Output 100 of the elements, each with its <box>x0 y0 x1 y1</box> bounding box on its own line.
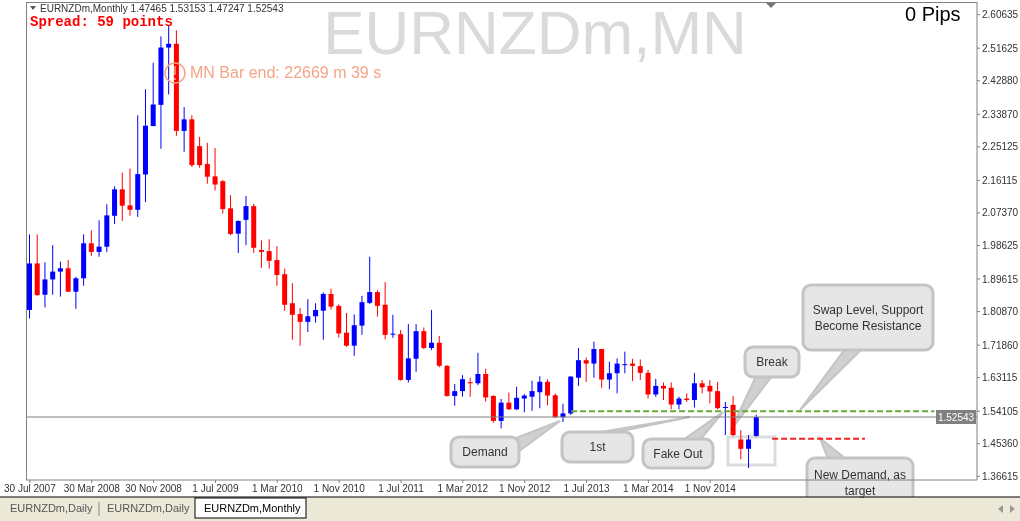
candlestick <box>483 368 489 403</box>
x-tick-label: 30 Nov 2008 <box>125 483 183 495</box>
candlestick <box>344 312 349 348</box>
candlestick <box>359 295 365 336</box>
candlestick <box>421 326 427 350</box>
candlestick <box>313 302 319 324</box>
y-tick-label: 1.89615 <box>982 273 1019 285</box>
candlestick <box>235 219 241 254</box>
candlestick <box>545 378 551 406</box>
candlestick <box>722 401 728 436</box>
y-tick-label: 1.71860 <box>982 339 1019 351</box>
x-tick-label: 1 Mar 2012 <box>437 483 489 495</box>
x-tick-label: 1 Nov 2012 <box>499 483 551 495</box>
chart-subtitle: EURNZDm,Monthly 1.47465 1.53153 1.47247 1.52543 <box>40 3 284 14</box>
y-tick-label: 1.80870 <box>982 306 1019 318</box>
candlestick <box>429 309 435 351</box>
y-tick-label: 2.16115 <box>982 174 1018 186</box>
candlestick <box>715 381 721 410</box>
candlestick <box>351 313 357 357</box>
candlestick <box>746 434 752 469</box>
candlestick <box>57 261 63 298</box>
annotation: MN Bar end: 22669 m 39 s <box>190 64 382 82</box>
x-tick-label: 1 Mar 2014 <box>623 483 675 495</box>
candlestick <box>405 323 411 384</box>
candlestick <box>645 369 651 400</box>
candlestick <box>374 289 380 318</box>
candlestick <box>289 282 295 341</box>
candlestick <box>668 382 674 410</box>
candlestick <box>212 147 218 191</box>
ref-line-label: 1.52543 <box>937 412 975 423</box>
x-tick-label: 30 Jul 2007 <box>4 483 57 495</box>
candlestick <box>88 229 94 257</box>
candlestick <box>537 375 543 409</box>
y-tick-label: 2.33870 <box>982 108 1019 120</box>
x-tick-label: 30 Mar 2008 <box>63 483 121 495</box>
candlestick <box>96 219 102 258</box>
candlestick <box>197 136 203 169</box>
text: EURNZDm,Daily <box>10 502 93 514</box>
candlestick <box>591 341 597 379</box>
candlestick <box>676 396 682 410</box>
y-tick-label: 2.51625 <box>982 42 1019 54</box>
candlestick <box>630 358 636 382</box>
candlestick <box>297 307 303 347</box>
annotation: Demand <box>462 444 508 460</box>
candlestick <box>529 380 535 412</box>
x-tick-label: 1 Jul 2013 <box>563 483 611 495</box>
candlestick <box>181 106 187 153</box>
annotation: 0 Pips <box>905 3 961 26</box>
candlestick <box>436 335 442 368</box>
annotation: Fake Out <box>653 445 703 462</box>
candlestick <box>614 357 620 394</box>
y-tick-label: 1.45360 <box>982 438 1019 450</box>
candlestick <box>150 62 156 127</box>
y-tick-label: 2.60635 <box>982 9 1019 21</box>
candlestick <box>521 393 527 413</box>
y-tick-label: 2.42880 <box>982 75 1019 87</box>
candlestick <box>274 245 280 287</box>
candlestick <box>42 261 48 308</box>
y-tick-label: 1.54105 <box>982 405 1019 417</box>
candlestick <box>204 142 210 185</box>
x-tick-label: 1 Jul 2011 <box>378 483 425 495</box>
candlestick <box>367 256 373 305</box>
candlestick <box>243 195 249 246</box>
candlestick <box>691 372 697 408</box>
candlestick <box>452 383 458 407</box>
annotation: New Demand, as target <box>813 467 907 499</box>
annotation: 1st <box>589 439 606 455</box>
y-tick-label: 2.07370 <box>982 207 1019 219</box>
candlestick <box>552 392 558 419</box>
candlestick <box>328 288 334 311</box>
y-tick-label: 2.25125 <box>982 141 1019 153</box>
candlestick <box>127 168 133 217</box>
candlestick <box>266 238 272 270</box>
candlestick <box>320 291 326 341</box>
candlestick <box>475 352 481 386</box>
chart-title: EURNZDm,MN <box>322 0 748 67</box>
candlestick <box>65 259 71 293</box>
y-tick-label: 1.63115 <box>982 372 1018 384</box>
candlestick <box>305 298 311 333</box>
x-tick-label: 1 Nov 2014 <box>684 483 737 495</box>
candlestick <box>390 314 396 339</box>
candlestick <box>514 386 520 411</box>
candlestick <box>583 357 589 383</box>
annotation: Swap Level, Support Become Resistance <box>811 301 925 334</box>
x-tick-label: 1 Nov 2010 <box>313 483 366 495</box>
y-tick-label: 1.98625 <box>982 240 1019 252</box>
candlestick <box>73 276 79 310</box>
candlestick <box>738 429 744 460</box>
candlestick <box>575 347 581 387</box>
annotation: Break <box>756 354 788 370</box>
candlestick <box>606 361 612 390</box>
x-tick-label: 1 Mar 2010 <box>251 483 304 495</box>
candlestick <box>119 172 125 222</box>
text: EURNZDm,Daily <box>107 502 190 514</box>
annotation: Spread: 59 points <box>30 14 173 30</box>
candlestick <box>637 358 643 381</box>
y-tick-label: 1.36615 <box>982 470 1019 482</box>
candlestick <box>50 244 56 296</box>
candlestick <box>622 351 628 374</box>
candlestick <box>753 414 759 438</box>
